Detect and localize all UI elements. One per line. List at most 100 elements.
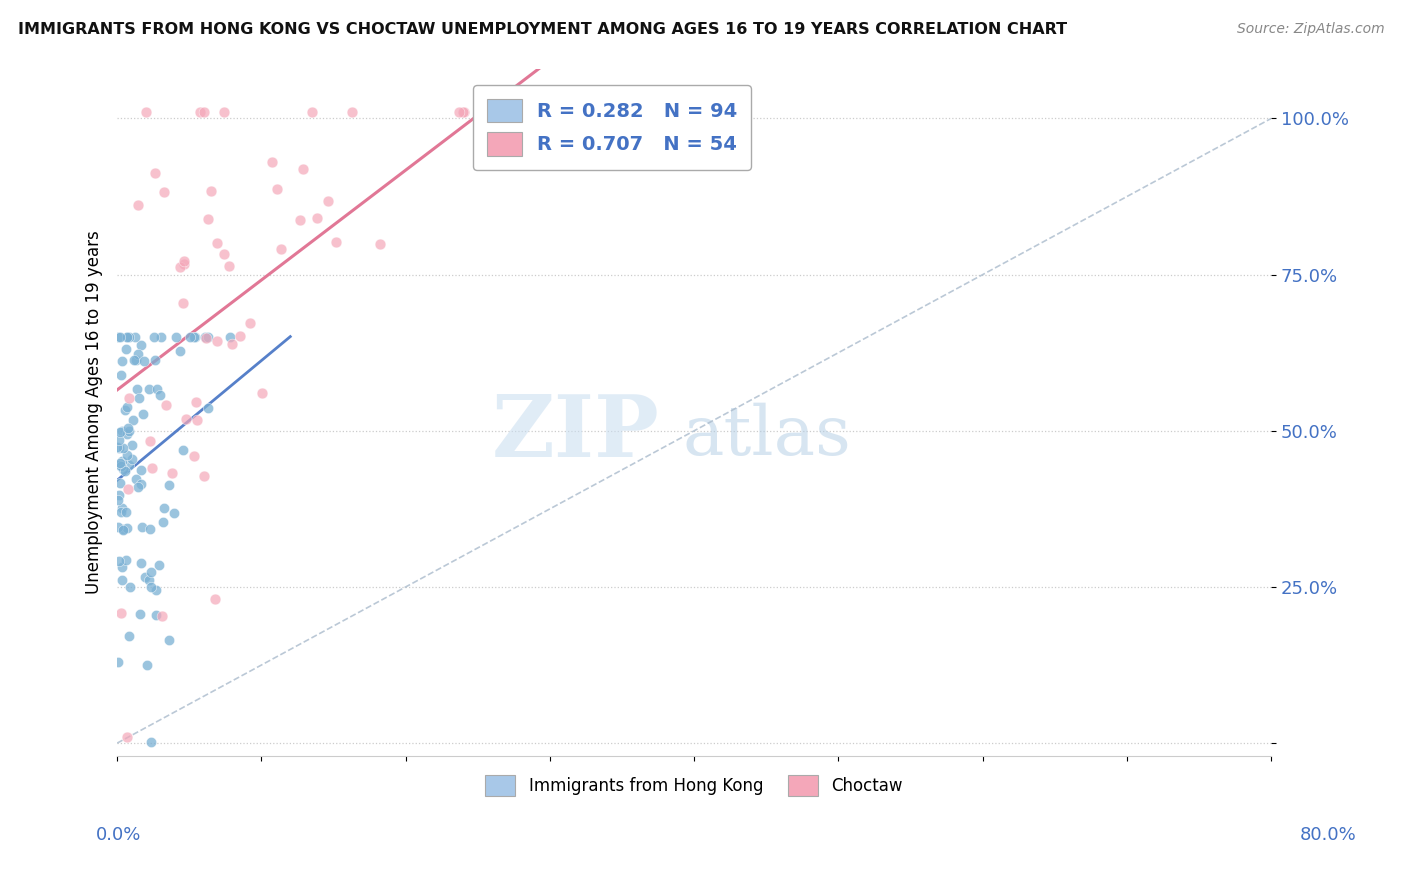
Point [115, 505, 138, 519]
Point [114, 552, 136, 566]
Point [252, 386, 274, 401]
Text: 80.0%: 80.0% [1301, 826, 1357, 844]
Point [129, 463, 152, 477]
Point [194, 330, 217, 344]
Point [129, 338, 152, 352]
Text: ZIP: ZIP [492, 391, 659, 475]
Point [145, 582, 167, 597]
Point [266, 182, 288, 196]
Point [212, 105, 235, 120]
Text: Source: ZipAtlas.com: Source: ZipAtlas.com [1237, 22, 1385, 37]
Point [368, 237, 391, 252]
Point [110, 368, 132, 382]
Point [139, 434, 162, 448]
Point [150, 609, 173, 624]
Point [150, 330, 173, 344]
Point [657, 105, 679, 120]
Point [118, 580, 141, 594]
Text: IMMIGRANTS FROM HONG KONG VS CHOCTAW UNEMPLOYMENT AMONG AGES 16 TO 19 YEARS CORR: IMMIGRANTS FROM HONG KONG VS CHOCTAW UNE… [18, 22, 1067, 37]
Point [111, 462, 134, 476]
Point [134, 570, 156, 584]
Point [108, 476, 131, 491]
Point [453, 105, 475, 120]
Point [183, 449, 205, 463]
Point [451, 105, 474, 120]
Point [163, 506, 186, 520]
Point [145, 607, 167, 622]
Point [107, 492, 129, 507]
Point [127, 198, 149, 212]
Point [157, 633, 180, 648]
Point [135, 105, 157, 120]
Point [138, 523, 160, 537]
Point [194, 331, 217, 345]
Point [270, 242, 292, 256]
Point [143, 330, 166, 344]
Point [115, 330, 138, 344]
Point [149, 388, 172, 402]
Point [129, 556, 152, 570]
Point [131, 407, 153, 421]
Point [114, 402, 136, 417]
Point [152, 185, 174, 199]
Point [197, 212, 219, 227]
Point [340, 105, 363, 120]
Point [325, 235, 347, 250]
Point [301, 105, 323, 120]
Point [107, 520, 129, 534]
Point [118, 425, 141, 439]
Point [193, 105, 215, 120]
Point [176, 412, 198, 426]
Point [307, 211, 329, 226]
Point [108, 488, 131, 502]
Point [115, 342, 138, 356]
Point [139, 580, 162, 594]
Point [117, 392, 139, 406]
Point [152, 515, 174, 529]
Point [117, 400, 139, 414]
Legend: Immigrants from Hong Kong, Choctaw: Immigrants from Hong Kong, Choctaw [475, 765, 912, 805]
Point [148, 558, 170, 572]
Point [200, 184, 222, 198]
Point [111, 424, 134, 438]
Point [110, 459, 132, 474]
Point [173, 257, 195, 271]
Point [107, 330, 129, 344]
Point [141, 735, 163, 749]
Point [318, 194, 340, 208]
Point [111, 560, 134, 574]
Point [138, 382, 160, 396]
Point [118, 629, 141, 643]
Point [115, 330, 138, 344]
Point [183, 330, 205, 344]
Point [205, 236, 228, 251]
Text: atlas: atlas [682, 403, 852, 469]
Y-axis label: Unemployment Among Ages 16 to 19 years: Unemployment Among Ages 16 to 19 years [86, 230, 103, 594]
Point [145, 353, 167, 368]
Point [218, 330, 240, 344]
Point [105, 440, 128, 454]
Point [108, 433, 131, 447]
Point [122, 352, 145, 367]
Text: 0.0%: 0.0% [96, 826, 141, 844]
Point [238, 317, 260, 331]
Point [110, 330, 132, 344]
Point [118, 458, 141, 472]
Point [179, 330, 201, 344]
Point [186, 394, 208, 409]
Point [143, 166, 166, 180]
Point [111, 441, 134, 455]
Point [492, 112, 515, 127]
Point [190, 105, 212, 120]
Point [229, 329, 252, 343]
Point [107, 458, 129, 472]
Point [115, 426, 138, 441]
Point [131, 477, 153, 491]
Point [125, 382, 148, 396]
Point [131, 519, 153, 533]
Point [193, 469, 215, 483]
Point [121, 438, 143, 452]
Point [141, 461, 163, 475]
Point [146, 382, 169, 396]
Point [114, 464, 136, 478]
